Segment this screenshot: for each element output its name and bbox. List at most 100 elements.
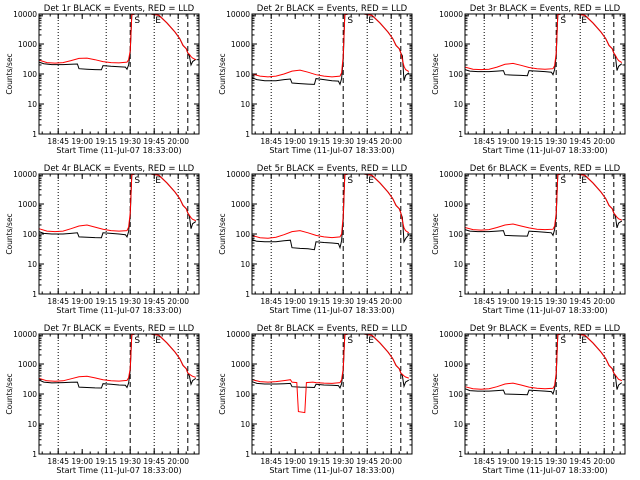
x-tick-label: 18:45 bbox=[473, 137, 495, 146]
panel-title: Det 7r BLACK = Events, RED = LLD bbox=[44, 324, 195, 334]
x-tick-label: 19:00 bbox=[284, 137, 306, 146]
series-line-lld bbox=[251, 13, 410, 78]
x-tick-label: 19:30 bbox=[119, 297, 141, 306]
y-tick-label: 100 bbox=[23, 230, 38, 239]
x-tick-label: 18:45 bbox=[47, 137, 69, 146]
chart-panel-5: Det 5r BLACK = Events, RED = LLD S E 1 10 100… bbox=[218, 164, 413, 315]
x-tick-label: 20:00 bbox=[167, 457, 189, 466]
y-tick-label: 10 bbox=[453, 260, 463, 269]
y-tick-label: 100 bbox=[236, 230, 251, 239]
y-tick-label: 10000 bbox=[13, 170, 37, 179]
x-axis-label: Start Time (11-Jul-07 18:33:00) bbox=[482, 146, 607, 155]
series-line-events bbox=[38, 173, 197, 239]
x-tick-label: 19:00 bbox=[71, 137, 93, 146]
marker-e: E bbox=[368, 336, 374, 346]
y-tick-label: 10000 bbox=[13, 10, 37, 19]
series-line-events bbox=[38, 333, 197, 389]
y-tick-label: 10 bbox=[453, 100, 463, 109]
x-tick-label: 18:45 bbox=[473, 457, 495, 466]
y-tick-label: 1000 bbox=[18, 200, 37, 209]
x-tick-label: 19:15 bbox=[308, 297, 330, 306]
x-tick-label: 19:15 bbox=[308, 457, 330, 466]
series-line-lld bbox=[38, 13, 197, 64]
marker-s: S bbox=[347, 176, 353, 186]
x-axis-label: Start Time (11-Jul-07 18:33:00) bbox=[269, 306, 394, 315]
x-tick-label: 19:30 bbox=[332, 297, 354, 306]
x-tick-label: 19:30 bbox=[119, 137, 141, 146]
y-tick-label: 1000 bbox=[18, 40, 37, 49]
y-tick-label: 10 bbox=[240, 420, 250, 429]
chart-panel-3: Det 3r BLACK = Events, RED = LLD S E 1 10 100… bbox=[431, 4, 626, 155]
x-tick-label: 19:30 bbox=[332, 137, 354, 146]
x-tick-label: 20:00 bbox=[593, 137, 615, 146]
y-tick-label: 1000 bbox=[231, 200, 250, 209]
x-tick-label: 18:45 bbox=[260, 457, 282, 466]
y-tick-label: 1000 bbox=[18, 360, 37, 369]
y-tick-label: 1000 bbox=[231, 360, 250, 369]
series-line-events bbox=[464, 173, 623, 237]
x-tick-label: 18:45 bbox=[260, 137, 282, 146]
y-tick-label: 10 bbox=[240, 260, 250, 269]
x-axis-label: Start Time (11-Jul-07 18:33:00) bbox=[269, 466, 394, 475]
x-tick-label: 19:15 bbox=[521, 457, 543, 466]
marker-s: S bbox=[134, 16, 140, 26]
series-line-events bbox=[251, 173, 410, 251]
marker-s: S bbox=[560, 176, 566, 186]
y-axis-label: Counts/sec bbox=[431, 373, 440, 414]
y-tick-label: 1 bbox=[245, 290, 250, 299]
chart-panel-9: Det 9r BLACK = Events, RED = LLD S E 1 10 100… bbox=[431, 324, 626, 475]
y-tick-label: 100 bbox=[449, 230, 464, 239]
x-axis-label: Start Time (11-Jul-07 18:33:00) bbox=[56, 146, 181, 155]
x-tick-label: 19:00 bbox=[284, 297, 306, 306]
y-tick-label: 1000 bbox=[444, 40, 463, 49]
panel-title: Det 5r BLACK = Events, RED = LLD bbox=[257, 164, 408, 174]
x-tick-label: 19:45 bbox=[356, 137, 378, 146]
y-tick-label: 10 bbox=[27, 260, 37, 269]
chart-panel-6: Det 6r BLACK = Events, RED = LLD S E 1 10 100… bbox=[431, 164, 626, 315]
series-line-events bbox=[464, 333, 623, 396]
x-tick-label: 18:45 bbox=[260, 297, 282, 306]
chart-panel-2: Det 2r BLACK = Events, RED = LLD S E 1 10 100… bbox=[218, 4, 413, 155]
x-tick-label: 19:45 bbox=[143, 297, 165, 306]
series-line-lld bbox=[38, 173, 196, 233]
x-tick-label: 19:30 bbox=[332, 457, 354, 466]
x-tick-label: 18:45 bbox=[473, 297, 495, 306]
series-line-events bbox=[38, 13, 197, 71]
y-tick-label: 100 bbox=[23, 390, 38, 399]
panel-title: Det 2r BLACK = Events, RED = LLD bbox=[257, 4, 408, 14]
x-axis-label: Start Time (11-Jul-07 18:33:00) bbox=[56, 306, 181, 315]
panel-title: Det 3r BLACK = Events, RED = LLD bbox=[470, 4, 621, 14]
x-tick-label: 20:00 bbox=[380, 457, 402, 466]
x-tick-label: 19:00 bbox=[497, 457, 519, 466]
x-tick-label: 19:30 bbox=[545, 297, 567, 306]
x-axis-label: Start Time (11-Jul-07 18:33:00) bbox=[56, 466, 181, 475]
y-axis-label: Counts/sec bbox=[218, 373, 227, 414]
y-tick-label: 10000 bbox=[13, 330, 37, 339]
x-tick-label: 19:00 bbox=[284, 457, 306, 466]
y-tick-label: 100 bbox=[23, 70, 38, 79]
chart-panel-4: Det 4r BLACK = Events, RED = LLD S E 1 10 100… bbox=[5, 164, 200, 315]
x-tick-label: 20:00 bbox=[380, 137, 402, 146]
x-axis-label: Start Time (11-Jul-07 18:33:00) bbox=[482, 306, 607, 315]
y-tick-label: 100 bbox=[236, 390, 251, 399]
series-line-events bbox=[251, 333, 410, 389]
y-tick-label: 10 bbox=[453, 420, 463, 429]
y-axis-label: Counts/sec bbox=[218, 213, 227, 254]
series-line-lld bbox=[464, 173, 622, 231]
y-tick-label: 100 bbox=[449, 390, 464, 399]
series-line-lld bbox=[251, 333, 409, 414]
x-axis-label: Start Time (11-Jul-07 18:33:00) bbox=[269, 146, 394, 155]
y-axis-label: Counts/sec bbox=[5, 373, 14, 414]
series-line-lld bbox=[464, 333, 622, 390]
x-axis-label: Start Time (11-Jul-07 18:33:00) bbox=[482, 466, 607, 475]
y-axis-label: Counts/sec bbox=[5, 213, 14, 254]
y-tick-label: 1 bbox=[458, 290, 463, 299]
y-tick-label: 10000 bbox=[226, 330, 250, 339]
marker-s: S bbox=[347, 16, 353, 26]
panel-title: Det 8r BLACK = Events, RED = LLD bbox=[257, 324, 408, 334]
x-tick-label: 19:00 bbox=[497, 137, 519, 146]
y-tick-label: 1 bbox=[32, 450, 37, 459]
y-axis-label: Counts/sec bbox=[5, 53, 14, 94]
series-line-lld bbox=[464, 13, 623, 71]
